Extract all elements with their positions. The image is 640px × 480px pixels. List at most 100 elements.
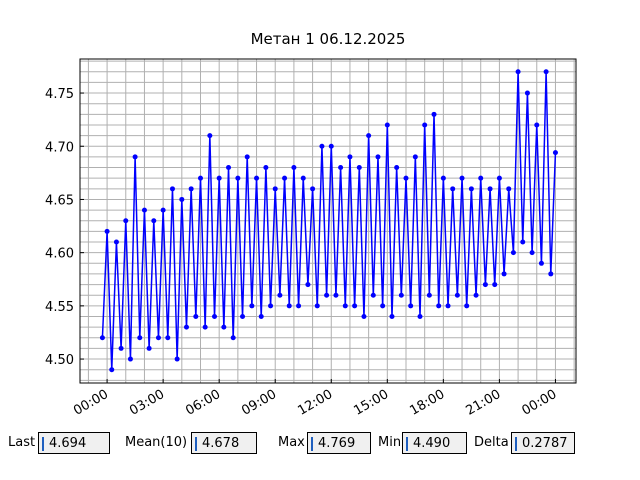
data-line (101, 71, 557, 370)
data-point (445, 303, 451, 309)
data-point (496, 175, 502, 181)
data-point (286, 303, 292, 309)
data-point (160, 207, 166, 213)
data-point (212, 313, 218, 319)
data-point (534, 122, 540, 128)
data-point (520, 239, 526, 245)
data-point (464, 303, 470, 309)
data-point (524, 90, 530, 96)
stat-value: 4.769 (307, 432, 371, 454)
data-point (300, 175, 306, 181)
stat-value: 4.678 (191, 432, 257, 454)
data-point (338, 165, 344, 171)
data-point (324, 292, 330, 298)
data-point (543, 69, 549, 75)
data-point (249, 303, 255, 309)
data-point (118, 345, 124, 351)
data-point (296, 303, 302, 309)
stat-value: 4.694 (38, 432, 110, 454)
data-point (155, 335, 161, 341)
data-point (422, 122, 428, 128)
stat-value: 4.490 (402, 432, 467, 454)
data-point (440, 175, 446, 181)
data-point (389, 313, 395, 319)
data-point (380, 303, 386, 309)
data-point (417, 313, 423, 319)
y-tick-label: 4.60 (45, 247, 74, 262)
data-point (277, 292, 283, 298)
data-point (473, 292, 479, 298)
data-point (123, 218, 129, 224)
data-point (487, 186, 493, 192)
data-point (384, 122, 390, 128)
data-point (548, 271, 554, 277)
data-point (347, 154, 353, 160)
data-point (319, 143, 325, 149)
data-point (235, 175, 241, 181)
data-point (216, 175, 222, 181)
data-point (552, 150, 558, 156)
data-point (258, 313, 264, 319)
data-point (310, 186, 316, 192)
y-tick-label: 4.50 (45, 353, 74, 368)
x-tick-label: 15:00 (351, 387, 391, 419)
data-point (146, 345, 152, 351)
x-tick-label: 00:00 (71, 387, 111, 419)
data-point (230, 335, 236, 341)
data-point (515, 69, 521, 75)
data-point (361, 313, 367, 319)
stat-value: 0.2787 (511, 432, 575, 454)
data-point (426, 292, 432, 298)
x-tick-label: 18:00 (407, 387, 447, 419)
data-point (305, 282, 311, 288)
y-tick-label: 4.75 (45, 87, 74, 102)
stat-label: Min (378, 435, 402, 450)
y-tick-label: 4.70 (45, 140, 74, 155)
data-point (468, 186, 474, 192)
x-tick-label: 00:00 (520, 387, 560, 419)
data-point (375, 154, 381, 160)
data-point (197, 175, 203, 181)
data-point (141, 207, 147, 213)
data-point (403, 175, 409, 181)
data-point (454, 292, 460, 298)
stat-label: Max (278, 435, 305, 450)
chart-title: Метан 1 06.12.2025 (251, 30, 406, 48)
data-point (207, 133, 213, 139)
data-point (183, 324, 189, 330)
data-point (202, 324, 208, 330)
y-tick-label: 4.55 (45, 300, 74, 315)
data-point (450, 186, 456, 192)
data-point (478, 175, 484, 181)
data-point (226, 165, 232, 171)
data-point (459, 175, 465, 181)
x-tick-label: 06:00 (183, 387, 223, 419)
x-tick-label: 21:00 (463, 387, 503, 419)
data-point (529, 250, 535, 256)
data-point (506, 186, 512, 192)
data-point (99, 335, 105, 341)
data-point (501, 271, 507, 277)
data-point (291, 165, 297, 171)
stat-label: Last (8, 435, 36, 450)
data-point (333, 292, 339, 298)
data-point (193, 313, 199, 319)
data-point (132, 154, 138, 160)
data-point (366, 133, 372, 139)
data-point (538, 260, 544, 266)
data-point (174, 356, 180, 362)
data-point (352, 303, 358, 309)
data-point (398, 292, 404, 298)
x-tick-label: 09:00 (239, 387, 279, 419)
data-point (436, 303, 442, 309)
data-point (165, 335, 171, 341)
y-tick-label: 4.65 (45, 193, 74, 208)
data-point (188, 186, 194, 192)
x-tick-label: 03:00 (127, 387, 167, 419)
data-point (370, 292, 376, 298)
data-point (356, 165, 362, 171)
data-point (254, 175, 260, 181)
data-point (127, 356, 133, 362)
data-point (137, 335, 143, 341)
